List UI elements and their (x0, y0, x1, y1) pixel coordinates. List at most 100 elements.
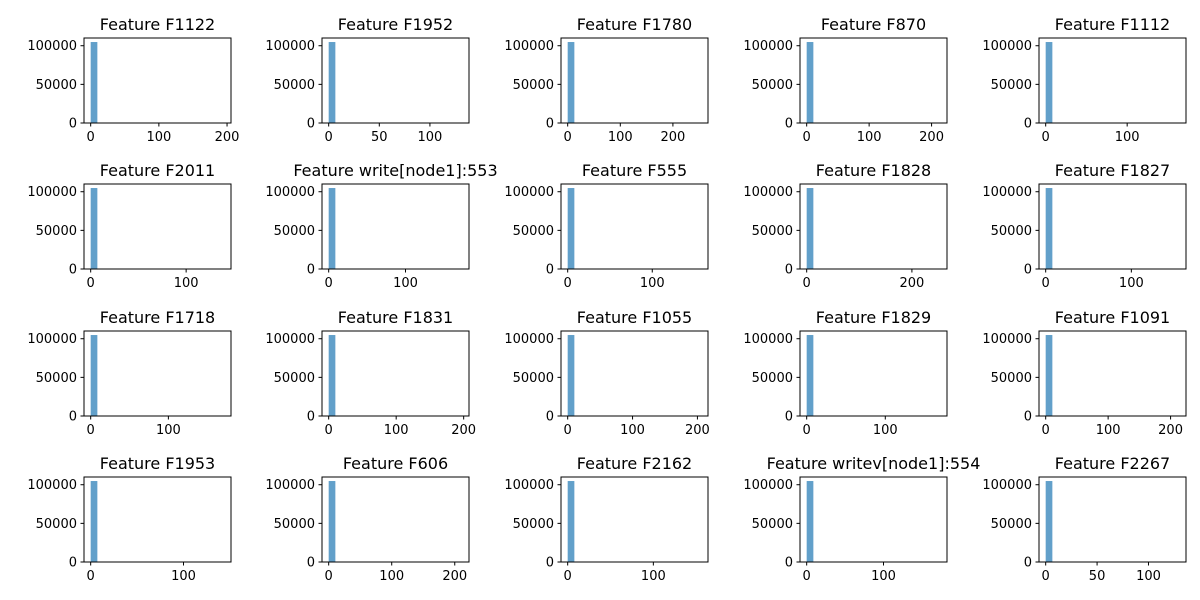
axes-frame (83, 476, 232, 563)
y-tick-label: 50000 (274, 371, 315, 386)
y-tick-label: 50000 (513, 224, 554, 239)
chart-title: Feature F1831 (338, 308, 453, 327)
axes-frame (321, 183, 470, 270)
chart-panel-1: 0 50000 100000 0 100 200 Feature F1122 (27, 15, 239, 145)
y-tick-label: 50000 (991, 517, 1032, 532)
x-tick-label: 200 (919, 130, 944, 145)
y-tick-label: 100000 (265, 185, 315, 200)
histogram-bar (567, 188, 575, 269)
y-tick-label: 0 (1024, 263, 1032, 278)
chart-title: Feature F2267 (1055, 454, 1170, 473)
x-tick-label: 200 (442, 569, 467, 584)
x-tick-label: 0 (325, 276, 333, 291)
y-tick-label: 0 (546, 117, 554, 132)
x-tick-label: 50 (1089, 569, 1106, 584)
chart-panel-19: 0 50000 100000 0 100 Feature writev[node1]:55… (743, 454, 980, 584)
histogram-bar (1045, 42, 1053, 123)
x-tick-label: 100 (1096, 423, 1121, 438)
chart-panel-20: 0 50000 100000 0 50 100 Feature F2267 (982, 454, 1187, 584)
axes-frame (1038, 183, 1187, 270)
y-tick-label: 0 (785, 117, 793, 132)
y-tick-label: 0 (307, 263, 315, 278)
axes-frame (799, 37, 948, 124)
y-tick-label: 0 (69, 117, 77, 132)
y-tick-label: 100000 (27, 332, 77, 347)
axes-frame (799, 183, 948, 270)
y-tick-label: 50000 (991, 371, 1032, 386)
chart-panel-11: 0 50000 100000 0 100 Feature F1718 (27, 308, 232, 438)
chart-title: Feature F1718 (100, 308, 215, 327)
y-tick-label: 100000 (27, 39, 77, 54)
chart-title: Feature F1055 (577, 308, 692, 327)
y-tick-label: 100000 (743, 185, 793, 200)
y-tick-label: 100000 (743, 39, 793, 54)
x-tick-label: 200 (451, 423, 476, 438)
y-tick-label: 100000 (982, 185, 1032, 200)
x-tick-label: 100 (871, 569, 896, 584)
y-tick-label: 0 (69, 556, 77, 571)
chart-panel-16: 0 50000 100000 0 100 Feature F1953 (27, 454, 232, 584)
y-tick-label: 0 (69, 410, 77, 425)
axes-frame (560, 37, 709, 124)
x-tick-label: 100 (641, 569, 666, 584)
x-tick-label: 100 (1119, 276, 1144, 291)
y-tick-label: 0 (785, 410, 793, 425)
x-tick-label: 200 (1158, 423, 1183, 438)
y-tick-label: 0 (307, 117, 315, 132)
x-tick-label: 0 (564, 130, 572, 145)
chart-title: Feature writev[node1]:554 (767, 454, 981, 473)
x-tick-label: 0 (87, 569, 95, 584)
y-tick-label: 0 (1024, 117, 1032, 132)
x-tick-label: 0 (87, 276, 95, 291)
chart-panel-2: 0 50000 100000 0 50 100 Feature F1952 (265, 15, 470, 145)
chart-title: Feature F1112 (1055, 15, 1170, 34)
axes-frame (560, 330, 709, 417)
chart-panel-10: 0 50000 100000 0 100 Feature F1827 (982, 161, 1187, 291)
x-tick-label: 200 (685, 423, 710, 438)
axes-frame (799, 330, 948, 417)
axes-frame (321, 37, 470, 124)
histogram-bar (90, 42, 98, 123)
y-tick-label: 50000 (513, 371, 554, 386)
y-tick-label: 0 (307, 556, 315, 571)
chart-title: Feature F1952 (338, 15, 453, 34)
x-tick-label: 100 (393, 276, 418, 291)
y-tick-label: 0 (1024, 410, 1032, 425)
chart-panel-13: 0 50000 100000 0 100 200 Feature F1055 (504, 308, 709, 438)
x-tick-label: 0 (803, 423, 811, 438)
x-tick-label: 0 (564, 423, 572, 438)
y-tick-label: 50000 (36, 517, 77, 532)
y-tick-label: 50000 (752, 224, 793, 239)
y-tick-label: 0 (785, 263, 793, 278)
x-tick-label: 100 (873, 423, 898, 438)
axes-frame (1038, 476, 1187, 563)
x-tick-label: 0 (1042, 130, 1050, 145)
y-tick-label: 100000 (27, 478, 77, 493)
chart-panel-7: 0 50000 100000 0 100 Feature write[node1]:553 (265, 161, 497, 291)
chart-title: Feature F1122 (100, 15, 215, 34)
x-tick-label: 100 (857, 130, 882, 145)
chart-title: Feature F606 (343, 454, 448, 473)
x-tick-label: 100 (384, 423, 409, 438)
chart-panel-17: 0 50000 100000 0 100 200 Feature F606 (265, 454, 470, 584)
axes-frame (1038, 330, 1187, 417)
y-tick-label: 50000 (36, 371, 77, 386)
y-tick-label: 100000 (504, 478, 554, 493)
histogram-bar (806, 42, 814, 123)
chart-panel-14: 0 50000 100000 0 100 Feature F1829 (743, 308, 948, 438)
y-tick-label: 50000 (752, 371, 793, 386)
histogram-bar (328, 188, 336, 269)
chart-panel-12: 0 50000 100000 0 100 200 Feature F1831 (265, 308, 476, 438)
y-tick-label: 0 (69, 263, 77, 278)
x-tick-label: 100 (418, 130, 443, 145)
x-tick-label: 0 (325, 423, 333, 438)
x-tick-label: 0 (325, 569, 333, 584)
y-tick-label: 0 (307, 410, 315, 425)
y-tick-label: 50000 (991, 224, 1032, 239)
x-tick-label: 200 (215, 130, 240, 145)
axes-frame (1038, 37, 1187, 124)
x-tick-label: 100 (620, 423, 645, 438)
histogram-bar (567, 335, 575, 416)
x-tick-label: 100 (608, 130, 633, 145)
x-tick-label: 0 (564, 276, 572, 291)
